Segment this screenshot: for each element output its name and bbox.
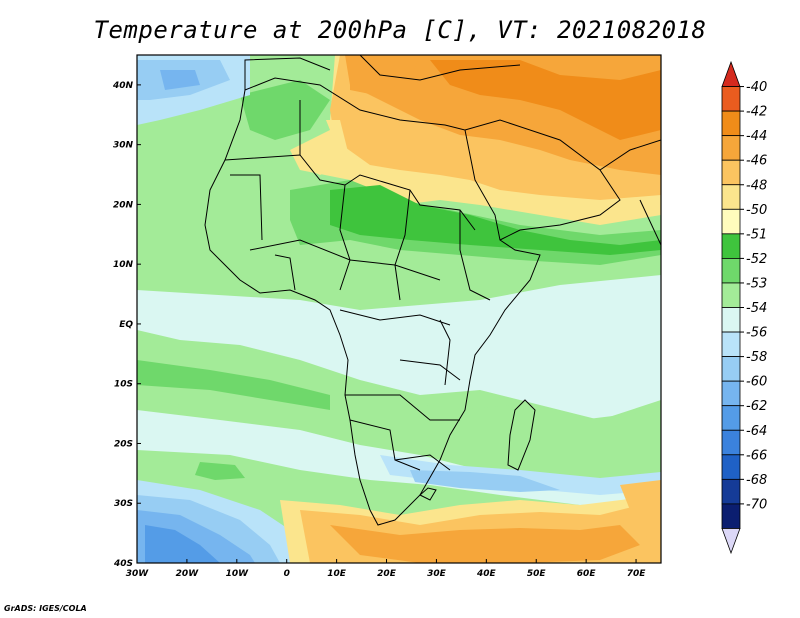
colorbar-label: -44 — [746, 129, 767, 144]
colorbar-swatch — [721, 184, 741, 210]
colorbar-swatch — [721, 307, 741, 333]
lon-tick-label: 40E — [476, 569, 497, 579]
longitude-axis: 30W 20W 10W 0 10E 20E 30E 40E 50E 60E 70E — [126, 559, 646, 579]
lat-tick-label: EQ — [119, 320, 133, 330]
colorbar: -40 -42 -44 -46 -48 -50 -51 -52 -53 -54 -56 -58 -60 -… — [721, 60, 767, 555]
lon-tick-label: 60E — [577, 569, 597, 579]
lat-tick-label: 40S — [113, 559, 133, 569]
colorbar-label: -62 — [746, 399, 767, 414]
colorbar-swatch — [721, 110, 741, 137]
credit-text: GrADS: IGES/COLA — [4, 604, 87, 613]
colorbar-swatch — [721, 208, 741, 235]
colorbar-swatch — [721, 86, 741, 112]
colorbar-label: -56 — [746, 326, 767, 341]
colorbar-label: -68 — [746, 473, 767, 488]
colorbar-label: -48 — [746, 178, 767, 193]
lon-tick-label: 10E — [327, 569, 347, 579]
colorbar-label: -64 — [746, 424, 767, 439]
colorbar-label: -53 — [746, 276, 767, 291]
temperature-field — [137, 55, 661, 563]
colorbar-swatch — [721, 233, 741, 259]
map-title: Temperature at 200hPa [C], VT: 202108201… — [93, 16, 707, 44]
lon-tick-label: 20E — [377, 569, 397, 579]
colorbar-label: -60 — [746, 375, 767, 390]
lat-tick-label: 10S — [114, 380, 133, 390]
lon-tick-label: 50E — [527, 569, 547, 579]
lon-tick-label: 10W — [226, 569, 250, 579]
colorbar-label: -52 — [746, 252, 767, 267]
colorbar-swatch — [721, 405, 741, 431]
colorbar-label: -40 — [746, 80, 767, 95]
colorbar-swatch — [721, 528, 741, 555]
colorbar-label: -51 — [746, 227, 767, 242]
coastlines — [204, 55, 661, 526]
lon-tick-label: 30E — [427, 569, 447, 579]
colorbar-swatch — [721, 478, 741, 505]
colorbar-label: -50 — [746, 203, 767, 218]
lat-tick-label: 40N — [112, 81, 134, 91]
colorbar-swatch — [721, 159, 741, 186]
latitude-axis: 40N 30N 20N 10N EQ 10S 20S 30S 40S — [112, 81, 141, 569]
colorbar-swatch — [721, 257, 741, 284]
lon-tick-label: 70E — [627, 569, 647, 579]
map-frame — [136, 54, 662, 564]
lat-tick-label: 20N — [113, 200, 134, 210]
colorbar-label: -58 — [746, 350, 767, 365]
colorbar-swatch — [721, 282, 741, 308]
lon-tick-label: 30W — [126, 569, 150, 579]
colorbar-swatch — [721, 135, 741, 161]
colorbar-swatch — [721, 454, 741, 480]
colorbar-label: -70 — [746, 497, 767, 512]
colorbar-label: -46 — [746, 154, 767, 169]
colorbar-swatch — [721, 60, 741, 87]
colorbar-label: -54 — [746, 301, 767, 316]
lat-tick-label: 30S — [114, 499, 133, 509]
lat-tick-label: 30N — [113, 141, 134, 151]
colorbar-swatch — [721, 503, 741, 529]
colorbar-swatch — [721, 429, 741, 456]
lon-tick-label: 0 — [284, 569, 290, 579]
colorbar-swatch — [721, 356, 741, 382]
colorbar-label: -66 — [746, 448, 767, 463]
colorbar-swatch — [721, 380, 741, 407]
colorbar-label: -42 — [746, 105, 767, 120]
lat-tick-label: 20S — [114, 439, 133, 449]
colorbar-swatch — [721, 331, 741, 357]
lat-tick-label: 10N — [113, 260, 134, 270]
lon-tick-label: 20W — [176, 569, 200, 579]
